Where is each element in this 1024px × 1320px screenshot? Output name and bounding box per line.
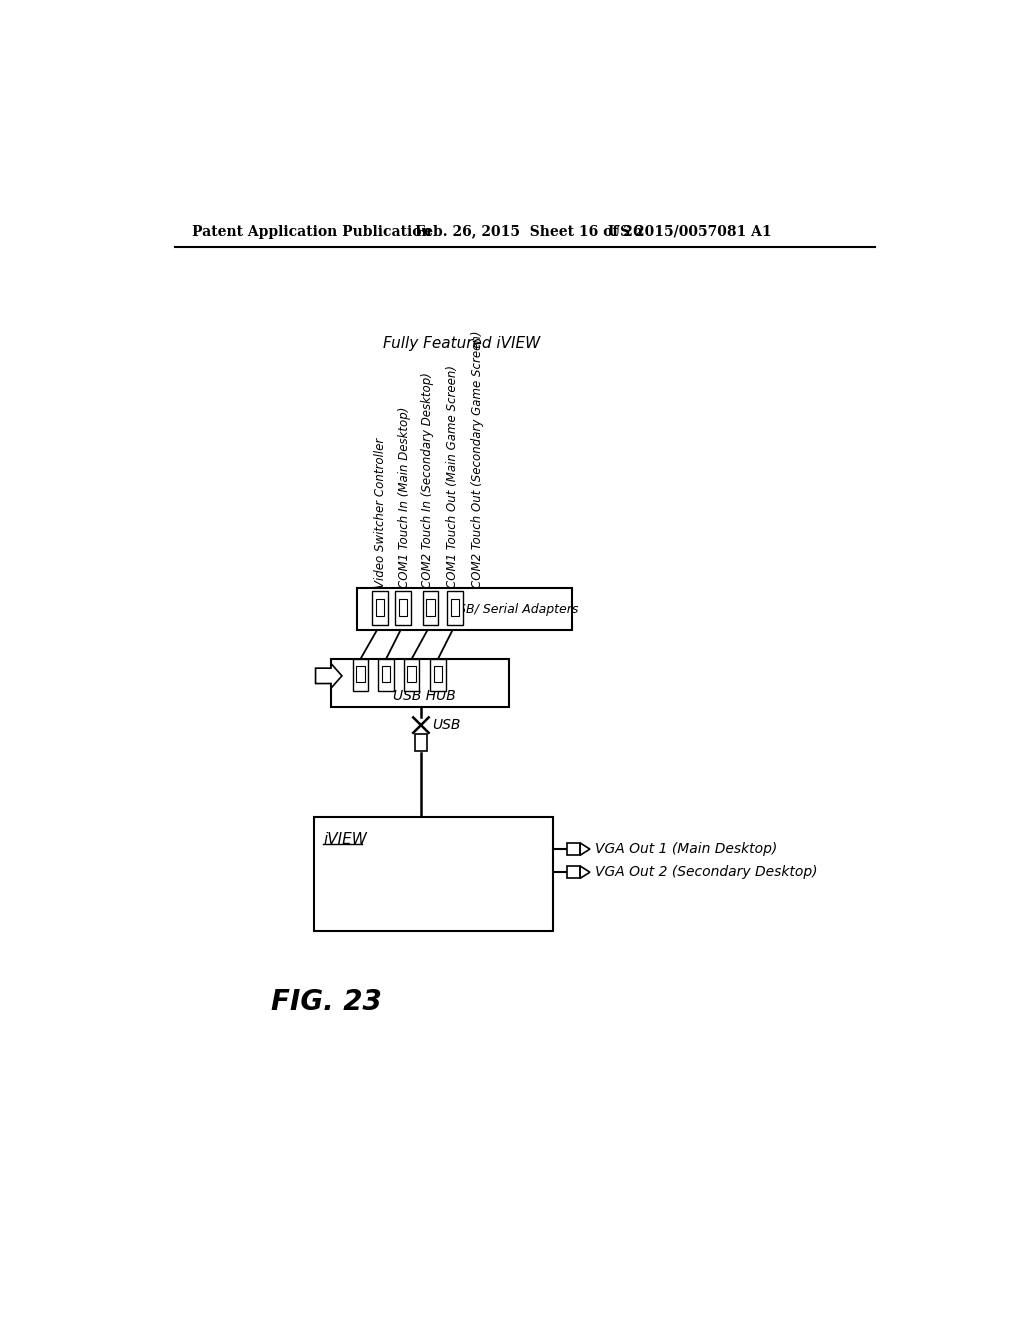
Bar [378, 659, 394, 692]
Bar [447, 591, 463, 626]
Text: COM1 Touch In (Main Desktop): COM1 Touch In (Main Desktop) [397, 407, 411, 589]
Bar [395, 591, 411, 626]
Bar [566, 866, 581, 878]
Bar [415, 734, 427, 751]
Text: Fully Featured iVIEW: Fully Featured iVIEW [383, 335, 540, 351]
Text: COM2 Touch In (Secondary Desktop): COM2 Touch In (Secondary Desktop) [421, 372, 434, 589]
Text: COM2 Touch Out (Secondary Game Screen): COM2 Touch Out (Secondary Game Screen) [471, 330, 483, 589]
Bar [314, 817, 553, 931]
Bar [356, 667, 365, 682]
Text: Feb. 26, 2015  Sheet 16 of 26: Feb. 26, 2015 Sheet 16 of 26 [415, 224, 642, 239]
Bar [451, 598, 460, 615]
Polygon shape [581, 843, 590, 855]
Text: Video Switcher Controller: Video Switcher Controller [375, 438, 387, 589]
Text: USB: USB [432, 718, 461, 733]
Bar [356, 589, 572, 631]
Bar [382, 667, 390, 682]
Text: COM1 Touch Out (Main Game Screen): COM1 Touch Out (Main Game Screen) [445, 366, 459, 589]
Bar [376, 598, 384, 615]
Bar [423, 591, 438, 626]
Polygon shape [315, 664, 342, 688]
Bar [426, 598, 434, 615]
Polygon shape [581, 866, 590, 878]
Bar [399, 598, 408, 615]
Text: FIG. 23: FIG. 23 [271, 989, 382, 1016]
Bar [403, 659, 420, 692]
Text: Patent Application Publication: Patent Application Publication [191, 224, 431, 239]
Text: VGA Out 1 (Main Desktop): VGA Out 1 (Main Desktop) [595, 842, 777, 857]
Text: VGA Out 2 (Secondary Desktop): VGA Out 2 (Secondary Desktop) [595, 865, 818, 879]
Bar [372, 591, 388, 626]
Bar [408, 667, 416, 682]
Bar [430, 659, 445, 692]
Bar [434, 667, 442, 682]
Text: USB/ Serial Adapters: USB/ Serial Adapters [450, 603, 579, 616]
Text: USB HUB: USB HUB [392, 689, 456, 702]
Text: iVIEW: iVIEW [324, 832, 368, 847]
Bar [331, 659, 509, 706]
Bar [566, 843, 581, 855]
Text: US 2015/0057081 A1: US 2015/0057081 A1 [608, 224, 772, 239]
Bar [352, 659, 369, 692]
